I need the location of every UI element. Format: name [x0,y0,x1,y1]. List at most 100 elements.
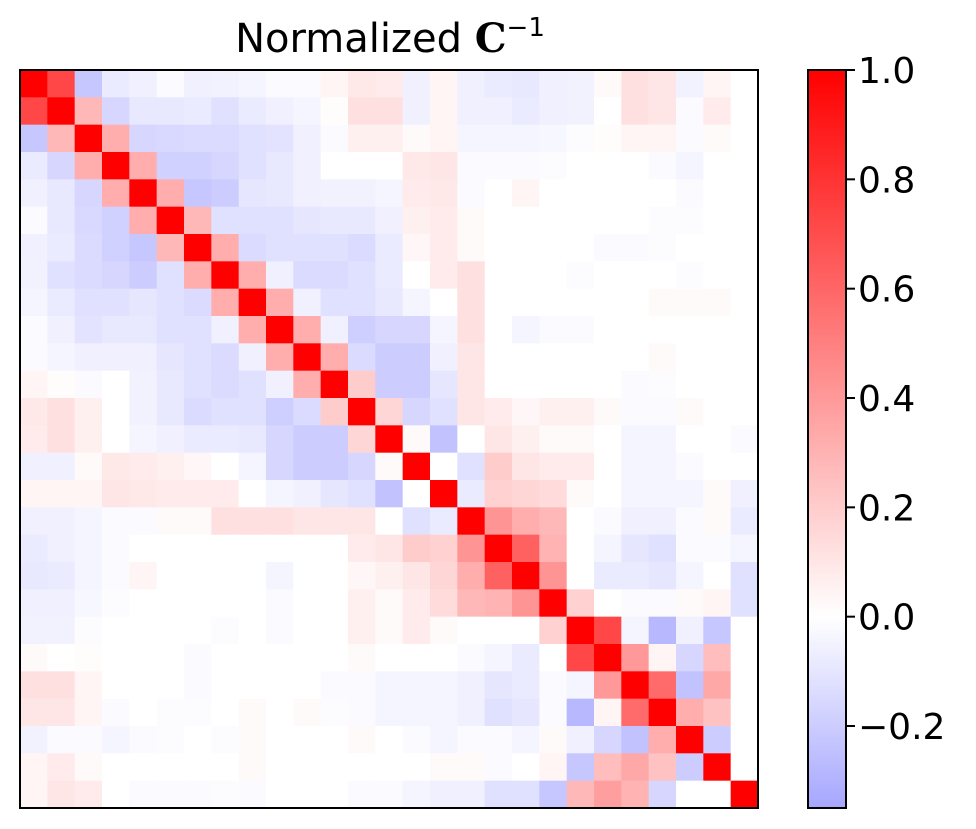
heatmap-cell [20,780,48,809]
heatmap-cell [184,644,212,672]
heatmap-cell [730,753,759,782]
heatmap-cell [211,562,240,590]
heatmap-cell [539,398,568,426]
heatmap-cell [238,698,267,727]
heatmap-cell [594,234,622,262]
heatmap-cell [621,316,650,344]
heatmap-cell [457,616,486,645]
heatmap-cell [375,124,404,153]
heatmap-cell [20,343,48,372]
heatmap-cell [402,753,431,782]
heatmap-cell [348,753,376,782]
heatmap-cell [211,480,240,508]
heatmap-cell [621,206,650,235]
heatmap-cell [129,671,158,700]
heatmap-cell [430,589,458,618]
heatmap-cell [184,70,212,98]
heatmap-cell [539,288,568,317]
heatmap-cell [730,644,759,672]
heatmap-cell [348,343,376,372]
heatmap-cell [703,343,732,372]
heatmap-cell [457,124,486,153]
heatmap-cell [293,370,322,399]
heatmap-cell [676,726,704,754]
heatmap-cell [594,726,622,754]
heatmap-cell [539,589,568,618]
heatmap-cell [320,616,349,645]
heatmap-cell [293,671,322,700]
heatmap-cell [703,780,732,809]
heatmap-cell [566,316,595,344]
heatmap-cell [293,124,322,153]
heatmap-cell [238,152,267,180]
heatmap-cell [238,70,267,98]
heatmap-cell [539,753,568,782]
heatmap-cell [484,261,513,290]
colorbar-tick-label: −0.2 [858,707,945,748]
heatmap-cell [184,589,212,618]
heatmap-cell [621,534,650,563]
heatmap-cell [676,452,704,481]
heatmap-cell [102,206,130,235]
heatmap-cell [676,288,704,317]
heatmap-cell [512,343,540,372]
colorbar-tick-label: 0.8 [858,160,915,201]
heatmap-cell [594,152,622,180]
heatmap-cell [156,726,185,754]
heatmap-cell [20,261,48,290]
heatmap-cell [102,562,130,590]
heatmap-cell [211,616,240,645]
heatmap-cell [156,534,185,563]
chart-title-text: Normalized [235,16,475,62]
heatmap-cell [20,425,48,454]
heatmap-cell [621,671,650,700]
heatmap-cell [539,261,568,290]
heatmap-cell [320,97,349,126]
heatmap-cell [293,616,322,645]
heatmap-cell [266,589,294,618]
heatmap-cell [129,70,158,98]
heatmap-cell [539,124,568,153]
heatmap-cell [238,534,267,563]
heatmap-cell [566,480,595,508]
heatmap-cell [348,534,376,563]
heatmap-cell [156,425,185,454]
heatmap-cell [648,534,677,563]
heatmap-cell [457,234,486,262]
heatmap-cell [566,452,595,481]
heatmap-cell [20,370,48,399]
heatmap-cell [375,206,404,235]
heatmap-cell [512,152,540,180]
heatmap-cell [430,534,458,563]
heatmap-cell [430,780,458,809]
heatmap-cell [512,288,540,317]
heatmap-cell [184,671,212,700]
heatmap-cell [20,124,48,153]
heatmap-cell [730,288,759,317]
heatmap-cell [20,726,48,754]
heatmap-cell [348,398,376,426]
heatmap-cell [676,261,704,290]
heatmap-cell [676,589,704,618]
heatmap-cell [238,206,267,235]
heatmap-cell [539,452,568,481]
heatmap-cell [594,97,622,126]
heatmap-cell [703,671,732,700]
heatmap-cell [676,152,704,180]
heatmap-cell [348,70,376,98]
heatmap-cell [156,288,185,317]
heatmap-cell [430,152,458,180]
heatmap-cell [293,753,322,782]
heatmap-cell [594,261,622,290]
heatmap-cell [566,616,595,645]
heatmap-cell [156,698,185,727]
heatmap-cell [184,780,212,809]
heatmap-cell [47,589,76,618]
heatmap-cell [457,534,486,563]
heatmap-cell [730,398,759,426]
heatmap-cell [184,124,212,153]
heatmap-cell [594,452,622,481]
heatmap-cell [594,288,622,317]
heatmap-cell [74,234,103,262]
heatmap-cell [402,343,431,372]
